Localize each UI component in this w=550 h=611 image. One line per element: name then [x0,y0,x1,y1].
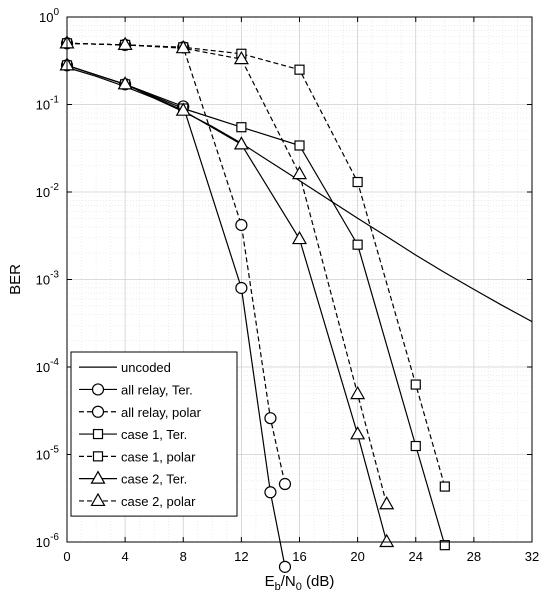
data-point [350,385,366,400]
data-point [352,176,363,188]
data-point [439,540,450,551]
data-point [236,122,247,133]
data-point [264,486,277,499]
x-tick-label: 32 [525,549,539,564]
legend-label: case 1, polar [121,449,196,464]
data-point [291,165,308,180]
x-axis-title-unit: (dB) [302,573,335,590]
y-tick-label: 10-4 [36,357,60,375]
y-axis-title: BER [7,264,24,295]
data-point [117,36,133,50]
data-point [294,140,305,151]
data-point [352,239,363,250]
data-point [294,64,305,75]
x-tick-label: 8 [180,549,187,564]
data-point [291,230,308,245]
y-tick-label: 10-6 [36,532,60,550]
y-tick-label: 10-5 [36,445,60,463]
y-tick-label: 10-3 [36,270,60,288]
data-point [235,218,248,232]
data-point [379,496,395,510]
x-tick-label: 28 [467,549,481,564]
legend-marker [90,492,106,507]
x-tick-label: 20 [350,549,364,564]
x-axis-title: Eb/N0 (dB) [265,573,335,593]
data-point [379,533,395,548]
data-point [410,379,421,390]
x-axis-title-sub-b: b [275,581,281,593]
y-tick-label: 10-2 [36,182,60,200]
data-point [175,39,191,54]
x-axis-title-main: E [265,573,275,590]
x-axis-title-sep: /N [281,573,296,590]
legend-marker [91,405,105,418]
data-point [117,76,133,90]
axis-ticks: 0 4 8 12 16 20 24 28 32 10-6 10-5 10-4 10-3 10-2 10-1 1… [36,7,540,564]
x-tick-label: 16 [292,549,306,564]
y-tick-label: 10-1 [36,95,60,113]
data-point [439,481,450,492]
legend-marker [91,383,105,396]
legend-label: all relay, Ter. [121,382,193,397]
data-point [235,281,248,295]
legend-marker [90,470,106,484]
x-axis-title-sub-0: 0 [296,581,302,593]
data-point [233,136,249,150]
x-tick-label: 24 [409,549,423,564]
data-point [278,477,292,491]
legend-label: case 2, polar [121,494,196,509]
legend-label: all relay, polar [121,405,202,420]
x-tick-label: 12 [234,549,248,564]
data-point [233,50,249,65]
legend-label: uncoded [121,360,171,375]
legend: uncoded all relay, Ter. all relay, polar ca… [70,351,238,517]
legend-label: case 1, Ter. [121,427,187,442]
data-point [175,102,191,116]
data-point [410,440,421,452]
x-tick-label: 4 [122,549,129,564]
legend-marker [92,451,104,462]
data-point [264,412,277,425]
data-point [350,426,366,440]
x-tick-label: 0 [63,549,70,564]
series-line [66,66,533,323]
series-0 [66,66,533,323]
data-point [278,560,292,573]
legend-label: case 2, Ter. [121,472,187,487]
y-tick-label: 100 [39,7,59,25]
grid [66,16,533,543]
legend-marker [92,428,104,440]
